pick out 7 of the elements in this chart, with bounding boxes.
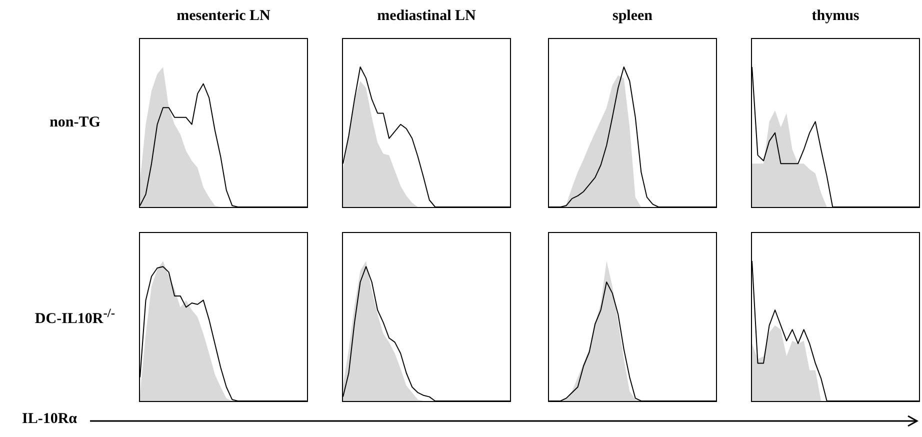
y-axis-title: non-TG	[50, 114, 100, 132]
chart-title: mediastinal LN	[376, 8, 477, 25]
chart-title: thymus	[810, 8, 860, 25]
x-axis-title: IL-10Rα	[22, 411, 78, 428]
chart-title: spleen	[611, 8, 654, 25]
y-axis-title: DC-IL10R$^{-/-}$	[34, 306, 116, 328]
chart-title: mesenteric LN	[176, 8, 272, 25]
